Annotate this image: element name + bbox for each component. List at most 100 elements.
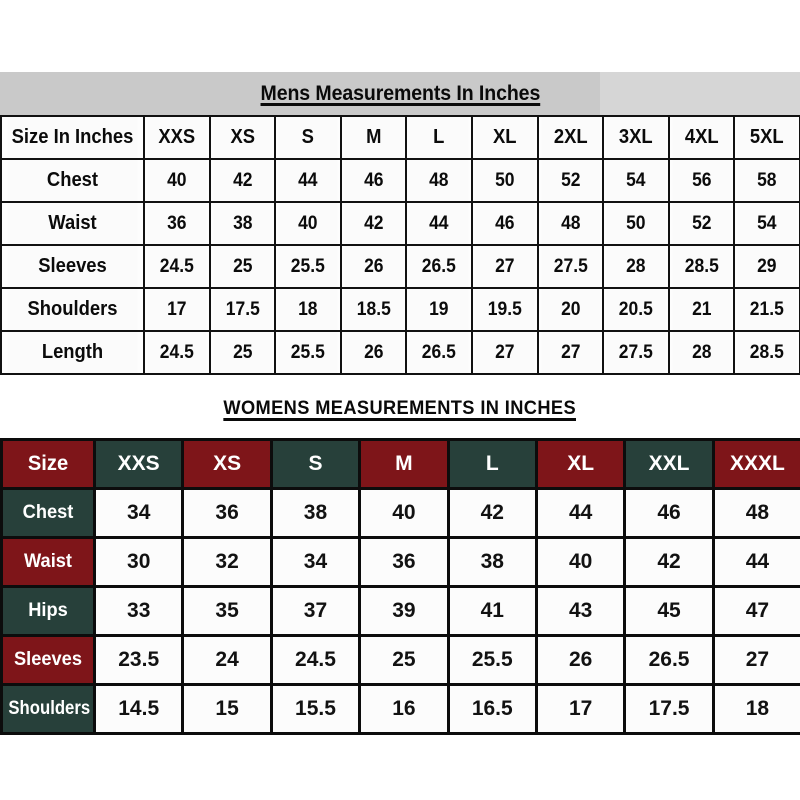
- womens-size-header-xxxl: XXXL: [711, 438, 800, 490]
- womens-chest-l: 42: [446, 487, 538, 539]
- mens-shoulders-4xl: 21: [670, 287, 733, 332]
- womens-sleeves-l: 25.5: [446, 634, 538, 686]
- mens-length-4xl: 28: [670, 330, 733, 375]
- womens-shoulders-m: 16: [358, 683, 450, 735]
- womens-chest-xxl: 46: [623, 487, 715, 539]
- womens-waist-xs: 32: [181, 536, 273, 588]
- mens-table-body: Size In Inches XXS XS S M L XL 2XL 3XL 4…: [1, 115, 800, 375]
- womens-row-label-chest-text: Chest: [22, 502, 74, 523]
- mens-waist-xxs: 36: [145, 201, 208, 246]
- mens-sleeves-xs: 25: [211, 244, 274, 289]
- mens-size-header-xxs: XXS: [145, 115, 208, 160]
- mens-size-header-m: M: [342, 115, 405, 160]
- womens-table-body: Size XXS XS S M L XL XXL XXXL Chest 34 3…: [0, 438, 800, 735]
- womens-hips-xxl: 45: [623, 585, 715, 637]
- mens-title-band-right-fill: [600, 72, 800, 115]
- mens-length-3xl: 27.5: [604, 330, 668, 375]
- mens-table-title: Mens Measurements In Inches: [260, 81, 540, 105]
- womens-hips-xxxl: 47: [711, 585, 800, 637]
- womens-chest-xxs: 34: [92, 487, 185, 539]
- table-row: Length 24.5 25 25.5 26 26.5 27 27 27.5 2…: [1, 330, 800, 375]
- mens-shoulders-xl: 19.5: [473, 287, 536, 332]
- womens-hips-xxs: 33: [92, 585, 185, 637]
- womens-row-label-chest: Chest: [0, 487, 96, 539]
- womens-shoulders-xs: 15: [181, 683, 273, 735]
- womens-chest-s: 38: [269, 487, 362, 539]
- womens-sleeves-xxxl: 27: [711, 634, 800, 686]
- mens-chest-m: 46: [342, 158, 405, 203]
- mens-chest-l: 48: [408, 158, 471, 203]
- table-row: Hips 33 35 37 39 41 43 45 47: [0, 585, 800, 637]
- womens-shoulders-s: 15.5: [269, 683, 362, 735]
- mens-shoulders-3xl: 20.5: [604, 287, 668, 332]
- womens-waist-m: 36: [358, 536, 450, 588]
- womens-row-label-shoulders: Shoulders: [0, 683, 96, 735]
- womens-shoulders-xxs: 14.5: [92, 683, 185, 735]
- table-row: Sleeves 24.5 25 25.5 26 26.5 27 27.5 28 …: [1, 244, 800, 289]
- mens-chest-4xl: 56: [670, 158, 733, 203]
- womens-shoulders-xxl: 17.5: [623, 683, 715, 735]
- mens-size-header-xl: XL: [473, 115, 536, 160]
- womens-sleeves-xl: 26: [534, 634, 627, 686]
- womens-waist-xxxl: 44: [711, 536, 800, 588]
- womens-sleeves-xxs: 23.5: [92, 634, 185, 686]
- mens-size-header-2xl: 2XL: [539, 115, 602, 160]
- mens-length-xl: 27: [473, 330, 536, 375]
- womens-size-header-xxs: XXS: [92, 438, 185, 490]
- womens-size-header-xxl: XXL: [623, 438, 715, 490]
- mens-shoulders-s: 18: [276, 287, 340, 332]
- table-row: Waist 36 38 40 42 44 46 48 50 52 54: [1, 201, 800, 246]
- table-row: Chest 34 36 38 40 42 44 46 48: [0, 487, 800, 539]
- womens-row-label-waist: Waist: [0, 536, 96, 588]
- mens-shoulders-2xl: 20: [539, 287, 602, 332]
- mens-sleeves-s: 25.5: [276, 244, 340, 289]
- mens-sleeves-2xl: 27.5: [539, 244, 602, 289]
- mens-waist-m: 42: [342, 201, 405, 246]
- womens-shoulders-l: 16.5: [446, 683, 538, 735]
- womens-table-title: WOMENS MEASUREMENTS IN INCHES: [223, 398, 577, 419]
- mens-chest-s: 44: [276, 158, 340, 203]
- mens-row-label-chest: Chest: [5, 158, 140, 203]
- womens-row-label-sleeves-text: Sleeves: [14, 649, 82, 670]
- womens-sleeves-xs: 24: [181, 634, 273, 686]
- table-row: Waist 30 32 34 36 38 40 42 44: [0, 536, 800, 588]
- mens-waist-5xl: 54: [736, 201, 799, 246]
- womens-chest-xxxl: 48: [711, 487, 800, 539]
- mens-waist-l: 44: [408, 201, 471, 246]
- womens-sleeves-s: 24.5: [269, 634, 362, 686]
- womens-hips-s: 37: [269, 585, 362, 637]
- womens-header-row: Size XXS XS S M L XL XXL XXXL: [0, 438, 800, 490]
- mens-waist-s: 40: [276, 201, 340, 246]
- mens-size-header-4xl: 4XL: [670, 115, 733, 160]
- mens-length-s: 25.5: [276, 330, 340, 375]
- mens-sleeves-5xl: 29: [736, 244, 799, 289]
- mens-row-label-shoulders: Shoulders: [5, 287, 140, 332]
- mens-waist-2xl: 48: [539, 201, 602, 246]
- mens-chest-2xl: 52: [539, 158, 602, 203]
- mens-length-2xl: 27: [539, 330, 602, 375]
- mens-sleeves-m: 26: [342, 244, 405, 289]
- womens-waist-xxs: 30: [92, 536, 185, 588]
- mens-measurements-table: Size In Inches XXS XS S M L XL 2XL 3XL 4…: [0, 115, 800, 375]
- womens-measurements-table: Size XXS XS S M L XL XXL XXXL Chest 34 3…: [0, 438, 800, 735]
- mens-shoulders-xs: 17.5: [211, 287, 274, 332]
- womens-chest-xs: 36: [181, 487, 273, 539]
- womens-waist-s: 34: [269, 536, 362, 588]
- mens-waist-xs: 38: [211, 201, 274, 246]
- mens-chest-xs: 42: [211, 158, 274, 203]
- womens-size-header-m: M: [358, 438, 450, 490]
- mens-sleeves-xxs: 24.5: [145, 244, 208, 289]
- womens-row-label-hips-text: Hips: [28, 600, 68, 621]
- womens-hips-xs: 35: [181, 585, 273, 637]
- womens-chest-xl: 44: [534, 487, 627, 539]
- womens-sleeves-m: 25: [358, 634, 450, 686]
- womens-size-header-s: S: [269, 438, 362, 490]
- mens-length-xs: 25: [211, 330, 274, 375]
- womens-waist-xxl: 42: [623, 536, 715, 588]
- mens-chest-xxs: 40: [145, 158, 208, 203]
- womens-waist-xl: 40: [534, 536, 627, 588]
- womens-hips-m: 39: [358, 585, 450, 637]
- mens-sleeves-l: 26.5: [408, 244, 471, 289]
- womens-row-label-shoulders-text: Shoulders: [8, 698, 91, 719]
- womens-row-label-hips: Hips: [0, 585, 96, 637]
